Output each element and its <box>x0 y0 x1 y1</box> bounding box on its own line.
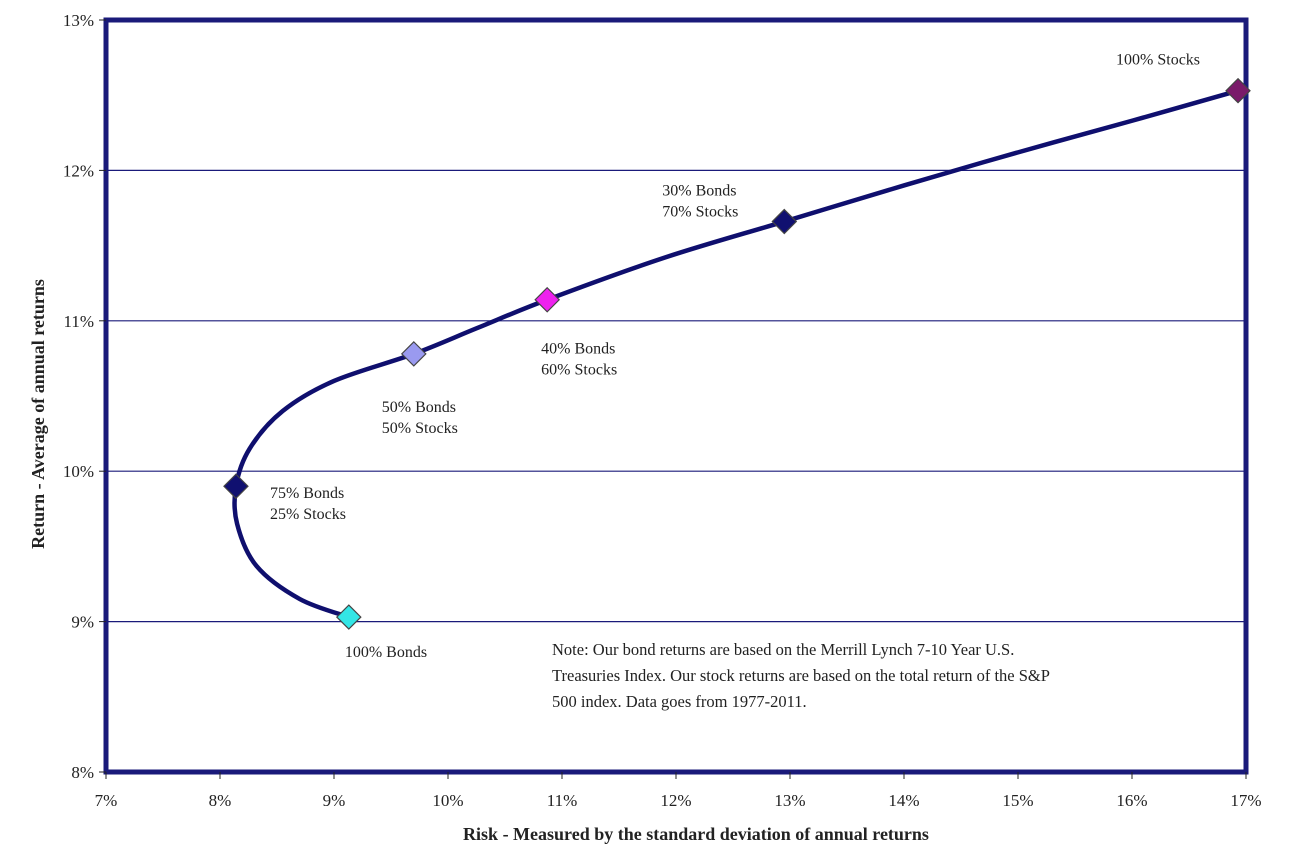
portfolio-label: 60% Stocks <box>541 362 617 379</box>
x-tick-label: 15% <box>1002 791 1033 810</box>
portfolio-label: 75% Bonds <box>270 485 344 502</box>
data-source-note: Note: Our bond returns are based on the … <box>552 640 1050 711</box>
y-tick-label: 13% <box>63 11 94 30</box>
portfolio-labels: 100% Bonds 75% Bonds 25% Stocks 50% Bonds 50… <box>270 52 1200 661</box>
y-tick-label: 12% <box>63 161 94 180</box>
x-tick-label: 10% <box>432 791 463 810</box>
y-tick-label: 8% <box>71 763 94 782</box>
note-line: Note: Our bond returns are based on the … <box>552 640 1014 659</box>
x-tick-label: 16% <box>1116 791 1147 810</box>
portfolio-label: 25% Stocks <box>270 506 346 523</box>
portfolio-label: 50% Stocks <box>382 420 458 437</box>
gridlines <box>106 169 1246 623</box>
portfolio-markers <box>223 77 1251 630</box>
x-tick-label: 12% <box>660 791 691 810</box>
x-tick-label: 17% <box>1230 791 1261 810</box>
x-tick-label: 9% <box>323 791 346 810</box>
y-axis-ticks: 8% 9% 10% 11% 12% 13% <box>63 11 106 782</box>
y-tick-label: 9% <box>71 613 94 632</box>
y-tick-label: 11% <box>63 312 94 331</box>
x-tick-label: 14% <box>888 791 919 810</box>
x-tick-label: 11% <box>547 791 578 810</box>
x-tick-label: 7% <box>95 791 118 810</box>
y-tick-label: 10% <box>63 462 94 481</box>
portfolio-marker <box>1225 77 1251 104</box>
y-axis-title: Return - Average of annual returns <box>28 279 48 549</box>
plot-frame <box>103 17 1249 775</box>
portfolio-marker <box>534 286 561 313</box>
note-line: 500 index. Data goes from 1977-2011. <box>552 692 807 711</box>
portfolio-marker <box>400 341 427 367</box>
portfolio-label: 50% Bonds <box>382 399 456 416</box>
portfolio-marker <box>771 208 798 235</box>
efficient-frontier-line <box>232 88 1241 620</box>
x-tick-label: 8% <box>209 791 232 810</box>
note-line: Treasuries Index. Our stock returns are … <box>552 666 1050 685</box>
x-axis-title: Risk - Measured by the standard deviatio… <box>463 824 929 844</box>
x-tick-label: 13% <box>774 791 805 810</box>
portfolio-label: 40% Bonds <box>541 341 615 358</box>
portfolio-marker <box>335 604 362 630</box>
portfolio-label: 70% Stocks <box>662 204 738 221</box>
portfolio-label: 100% Bonds <box>345 644 427 661</box>
portfolio-marker <box>223 473 249 500</box>
x-axis-ticks: 7% 8% 9% 10% 11% 12% 13% 14% 15% 16% 17% <box>95 772 1262 810</box>
portfolio-label: 100% Stocks <box>1116 52 1200 69</box>
portfolio-label: 30% Bonds <box>662 183 736 200</box>
